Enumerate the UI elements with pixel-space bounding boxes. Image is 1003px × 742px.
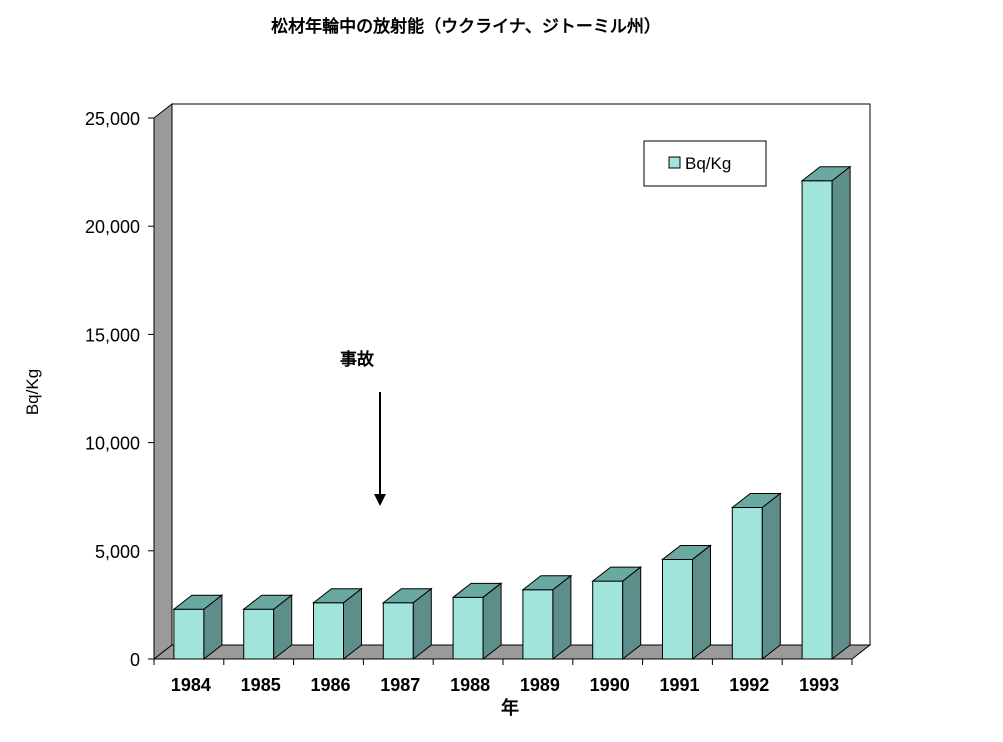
- y-tick-label: 0: [130, 650, 140, 670]
- bar-side-face: [412, 587, 432, 661]
- bar-front-face: [243, 608, 275, 660]
- bar-front-face: [522, 589, 554, 660]
- x-axis-label: 年: [501, 697, 519, 719]
- bar-front-face: [801, 180, 833, 660]
- x-tick-label: 1985: [241, 675, 281, 695]
- legend: Bq/Kg: [643, 140, 767, 187]
- bar-side-face: [482, 582, 502, 661]
- bar-1985: [242, 594, 294, 661]
- bar-front-face: [173, 608, 205, 660]
- side-wall: [153, 102, 173, 661]
- x-tick-label: 1990: [590, 675, 630, 695]
- bar-1988: [451, 582, 503, 661]
- x-tick-label: 1984: [171, 675, 211, 695]
- bar-1992: [730, 492, 782, 661]
- accident-annotation: 事故: [340, 349, 386, 506]
- y-axis-label: Bq/Kg: [23, 369, 42, 415]
- bar-side-face: [761, 492, 781, 661]
- bar-side-face: [273, 594, 293, 661]
- accident-arrow-head: [374, 494, 386, 506]
- x-tick-label: 1986: [310, 675, 350, 695]
- y-tick-label: 15,000: [85, 325, 140, 345]
- bar-front-face: [382, 602, 414, 660]
- bar-front-face: [662, 558, 693, 660]
- x-tick-label: 1991: [659, 675, 699, 695]
- bar-side-face: [622, 566, 642, 661]
- bar-side-face: [552, 574, 572, 661]
- x-tick-label: 1987: [380, 675, 420, 695]
- bar-1990: [591, 566, 643, 661]
- bar-1989: [521, 574, 573, 661]
- x-tick-label: 1992: [729, 675, 769, 695]
- bar-side-face: [831, 165, 851, 661]
- chart-title: 松材年輪中の放射能（ウクライナ、ジトーミル州）: [271, 16, 661, 37]
- bar-side-face: [203, 594, 223, 661]
- bar-front-face: [731, 507, 763, 660]
- y-axis: 0 5,000 10,000 15,000 20,000 25,000: [85, 109, 853, 670]
- y-tick-label: 25,000: [85, 109, 140, 129]
- accident-label: 事故: [340, 349, 375, 370]
- bar-side-face: [692, 544, 711, 661]
- x-tick-label: 1993: [799, 675, 839, 695]
- bar-front-face: [592, 580, 624, 660]
- x-axis-tick-labels: 1984 1985 1986 1987 1988 1989 1990 1991 1992 1993: [171, 675, 839, 695]
- y-tick-label: 20,000: [85, 217, 140, 237]
- bar-1991: [661, 544, 712, 661]
- x-tick-label: 1988: [450, 675, 490, 695]
- bar-series: [172, 165, 852, 661]
- y-tick-label: 10,000: [85, 434, 140, 454]
- legend-swatch: [668, 156, 681, 169]
- bar-front-face: [313, 602, 344, 660]
- bar-side-face: [343, 587, 362, 661]
- bar-1984: [172, 594, 224, 661]
- bar-1993: [800, 165, 852, 661]
- bar-1987: [381, 587, 433, 661]
- y-tick-label: 5,000: [95, 542, 140, 562]
- legend-label: Bq/Kg: [685, 154, 731, 173]
- bar-front-face: [452, 596, 484, 660]
- x-tick-label: 1989: [520, 675, 560, 695]
- legend-box: [643, 140, 767, 187]
- bar-1986: [312, 587, 363, 661]
